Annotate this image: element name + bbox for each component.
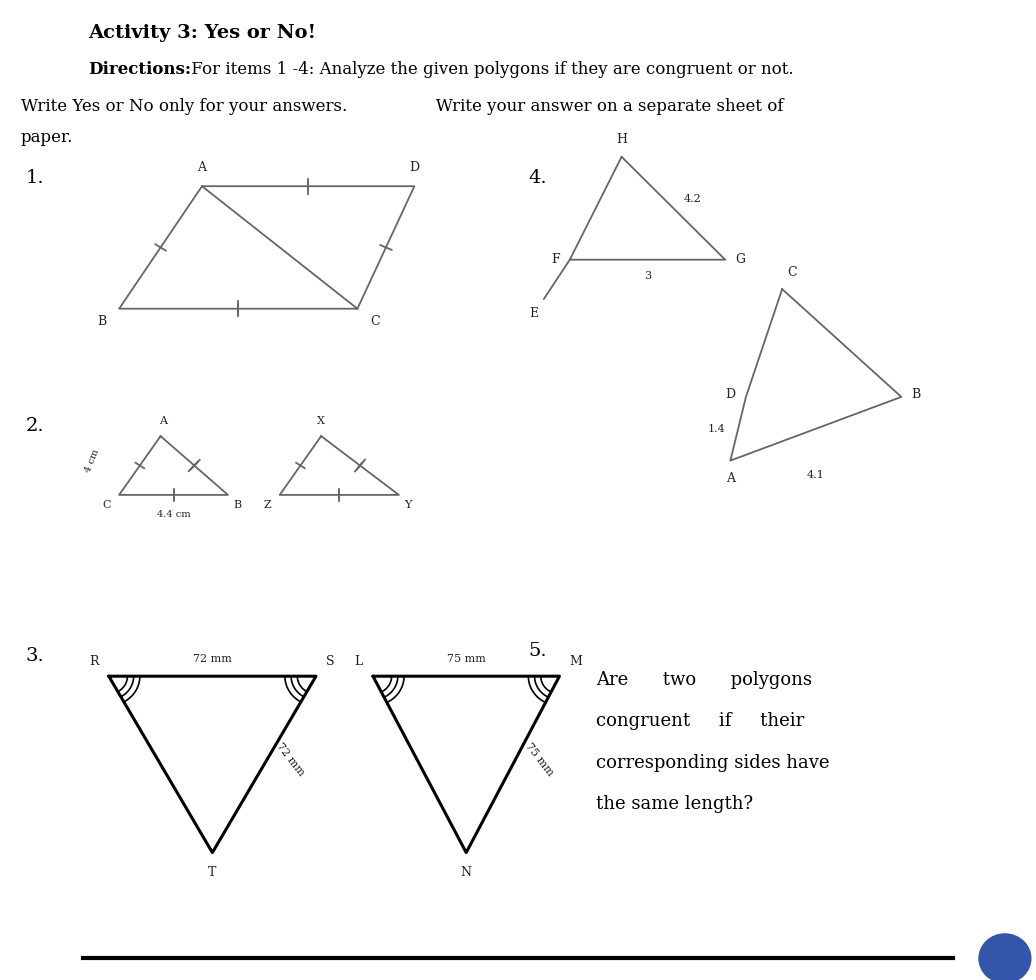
Text: 5.: 5.	[528, 642, 547, 660]
Text: C: C	[103, 500, 111, 510]
Text: Write Yes or No only for your answers.: Write Yes or No only for your answers.	[21, 98, 347, 115]
Text: Y: Y	[404, 500, 411, 510]
Text: H: H	[616, 133, 627, 146]
Text: 2.: 2.	[26, 416, 45, 434]
Text: congruent     if     their: congruent if their	[596, 712, 804, 730]
Text: E: E	[529, 307, 539, 319]
Text: T: T	[208, 866, 217, 879]
Text: corresponding sides have: corresponding sides have	[596, 754, 829, 771]
Text: the same length?: the same length?	[596, 795, 753, 812]
Text: 1.4: 1.4	[708, 423, 725, 434]
Text: M: M	[570, 656, 582, 668]
Text: B: B	[912, 388, 921, 402]
Text: A: A	[198, 162, 206, 174]
Text: For items 1 -4: Analyze the given polygons if they are congruent or not.: For items 1 -4: Analyze the given polygo…	[186, 61, 795, 77]
Text: C: C	[370, 315, 379, 327]
Text: C: C	[787, 267, 797, 279]
Text: 75 mm: 75 mm	[447, 655, 486, 664]
Text: R: R	[89, 656, 98, 668]
Text: D: D	[725, 388, 736, 402]
Text: F: F	[551, 253, 559, 267]
Text: 72 mm: 72 mm	[193, 655, 232, 664]
Text: X: X	[317, 416, 325, 426]
Text: L: L	[354, 656, 363, 668]
Text: D: D	[409, 162, 420, 174]
Circle shape	[979, 934, 1031, 980]
Text: S: S	[326, 656, 335, 668]
Text: Activity 3: Yes or No!: Activity 3: Yes or No!	[88, 24, 316, 42]
Text: B: B	[97, 315, 107, 327]
Text: A: A	[159, 416, 167, 426]
Text: 4.4 cm: 4.4 cm	[156, 510, 191, 518]
Text: 75 mm: 75 mm	[523, 741, 555, 778]
Text: 72 mm: 72 mm	[275, 741, 307, 778]
Text: 4 cm: 4 cm	[83, 448, 100, 473]
Text: 4.: 4.	[528, 169, 547, 186]
Text: N: N	[461, 866, 471, 879]
Text: G: G	[736, 253, 746, 267]
Text: A: A	[726, 472, 735, 485]
Text: 4.2: 4.2	[684, 194, 701, 205]
Text: Are      two      polygons: Are two polygons	[596, 671, 811, 689]
Text: paper.: paper.	[21, 129, 74, 146]
Text: 1.: 1.	[26, 169, 45, 186]
Text: B: B	[233, 500, 241, 510]
Text: Directions:: Directions:	[88, 61, 191, 77]
Text: 4.1: 4.1	[807, 470, 825, 480]
Text: Write your answer on a separate sheet of: Write your answer on a separate sheet of	[420, 98, 783, 115]
Text: 3.: 3.	[26, 647, 45, 664]
Text: Z: Z	[264, 500, 271, 510]
Text: 3: 3	[644, 271, 651, 281]
